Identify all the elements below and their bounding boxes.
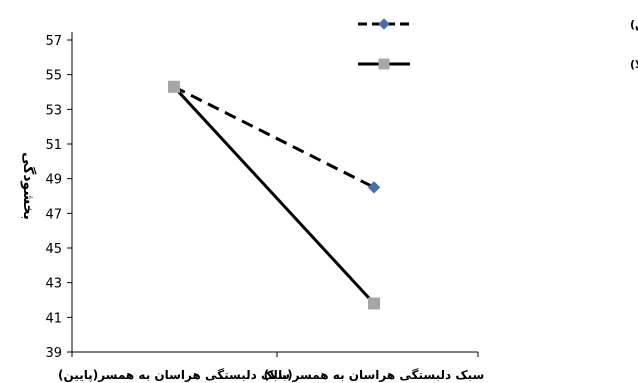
y-tick-label: 41 [45, 311, 62, 326]
axes [71, 32, 478, 353]
data-point [367, 181, 381, 194]
y-tick-label: 55 [45, 69, 62, 84]
y-tick-label: 45 [45, 242, 62, 257]
x-categories: سبک دلبستگی هراسان به همسر(پایین)سبک دلب… [58, 368, 484, 382]
data-point [168, 80, 180, 93]
series-line [173, 85, 375, 189]
y-ticks: 39 41 43 45 47 49 51 53 55 57 [45, 34, 479, 361]
y-tick-label: 53 [45, 103, 62, 118]
legend-label: ادراک سبک دلبستگی اجتنابی مادر(پایین) [630, 18, 638, 31]
y-tick-label: 39 [45, 346, 62, 361]
legend-label: ادراک سبک دلبستگی اجتنابی مادر(بالا) [630, 58, 638, 71]
data-point [368, 297, 380, 310]
y-tick-label: 47 [45, 207, 62, 222]
legend-marker [378, 58, 390, 70]
series-group [167, 80, 381, 310]
y-tick-label: 51 [45, 138, 62, 153]
x-category-label: سبک دلبستگی هراسان به همسر(پایین) [58, 368, 290, 382]
legend: ادراک سبک دلبستگی اجتنابی مادر(پایین) ادر… [358, 18, 638, 71]
y-tick-label: 43 [45, 277, 62, 292]
x-category-label: سبک دلبستگی هراسان به همسر(بالا) [264, 368, 485, 382]
y-tick-label: 57 [45, 34, 62, 49]
legend-marker [378, 18, 390, 30]
y-axis-label: بخشودگی [20, 152, 37, 220]
series-line [172, 85, 376, 305]
y-tick-label: 49 [45, 173, 62, 188]
